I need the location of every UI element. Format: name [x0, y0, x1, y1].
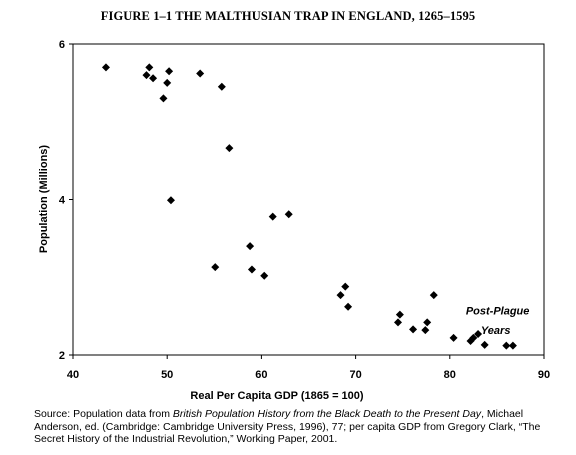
data-point — [217, 82, 226, 91]
source-note: Source: Population data from British Pop… — [34, 408, 560, 446]
data-point — [336, 291, 345, 300]
axis-ticks: 40 50 60 70 80 90 2 4 6 — [59, 39, 550, 381]
data-point — [480, 340, 489, 349]
data-point — [260, 271, 269, 280]
data-point — [429, 291, 438, 300]
data-point — [409, 325, 418, 334]
source-prefix: Source: Population data from — [34, 408, 173, 420]
data-point — [268, 212, 277, 221]
y-tick-label: 4 — [59, 195, 66, 207]
chart-title: FIGURE 1–1 THE MALTHUSIAN TRAP IN ENGLAN… — [100, 9, 476, 23]
data-point — [211, 263, 220, 272]
data-point — [159, 94, 168, 103]
x-tick-label: 90 — [538, 369, 550, 381]
data-point — [196, 69, 205, 78]
y-tick-label: 6 — [59, 39, 65, 51]
data-point — [101, 63, 110, 72]
data-points — [101, 63, 517, 350]
data-point — [395, 310, 404, 319]
data-point — [341, 282, 350, 291]
data-point — [225, 144, 234, 153]
y-axis-label: Population (Millions) — [38, 145, 50, 253]
data-point — [469, 333, 478, 342]
data-point — [145, 63, 154, 72]
annotation-label: Post-Plague — [466, 306, 530, 318]
data-point — [247, 265, 256, 274]
source-rest: , Michael Anderson, ed. (Cambridge: Camb… — [34, 408, 541, 445]
data-point — [423, 318, 432, 327]
data-point — [284, 210, 293, 219]
x-tick-label: 70 — [349, 369, 361, 381]
x-tick-label: 40 — [67, 369, 79, 381]
data-point — [142, 71, 151, 80]
data-point — [393, 318, 402, 327]
x-tick-label: 60 — [255, 369, 267, 381]
data-point — [165, 67, 174, 76]
x-axis-label: Real Per Capita GDP (1865 = 100) — [190, 390, 363, 402]
annotations: Post-Plague Years — [466, 306, 530, 337]
data-point — [502, 341, 511, 350]
data-point — [508, 341, 517, 350]
data-point — [163, 78, 172, 87]
data-point — [344, 302, 353, 311]
data-point — [474, 330, 483, 339]
data-point — [166, 196, 175, 205]
annotation-label: Years — [481, 325, 511, 337]
x-tick-label: 80 — [444, 369, 456, 381]
x-tick-label: 50 — [161, 369, 173, 381]
data-point — [246, 242, 255, 251]
source-book-title: British Population History from the Blac… — [172, 408, 482, 420]
data-point — [421, 326, 430, 335]
y-tick-label: 2 — [59, 350, 65, 362]
data-point — [149, 74, 158, 83]
data-point — [449, 333, 458, 342]
